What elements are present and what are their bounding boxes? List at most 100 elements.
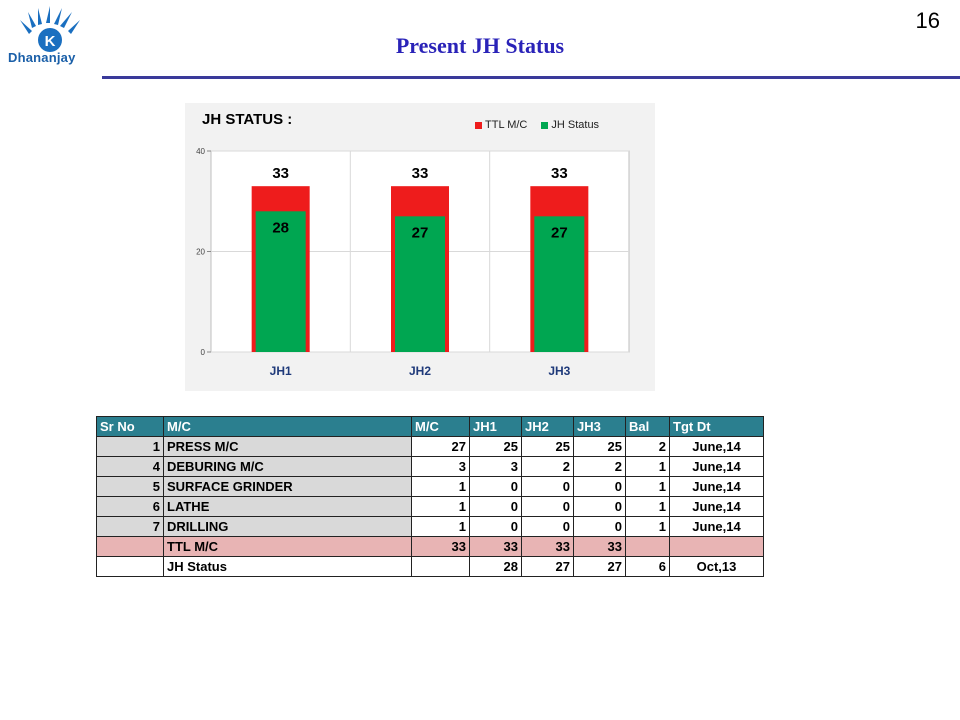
legend-item-ttl: TTL M/C <box>475 119 527 131</box>
row-jh3: 0 <box>573 476 626 497</box>
row-jh1: 0 <box>469 476 522 497</box>
data-label-ttl: 33 <box>272 165 289 182</box>
status-sr <box>96 556 164 577</box>
bar-jh-jh3 <box>534 216 585 352</box>
legend-swatch-ttl <box>475 121 482 129</box>
ttl-jh3: 33 <box>573 536 626 557</box>
row-jh1: 0 <box>469 496 522 517</box>
row-sr: 4 <box>96 456 164 477</box>
row-jh2: 25 <box>521 436 574 457</box>
data-label-ttl: 33 <box>551 165 568 182</box>
header-jh1: JH1 <box>469 416 522 437</box>
row-tgt: June,14 <box>669 456 764 477</box>
row-jh1: 0 <box>469 516 522 537</box>
chart-panel: JH STATUS : TTL M/C JH Status 0 20 40 33 28 J… <box>185 103 655 391</box>
ttl-mc-count: 33 <box>411 536 470 557</box>
chart-legend: TTL M/C JH Status <box>475 119 599 131</box>
header-jh2: JH2 <box>521 416 574 437</box>
row-mc-count: 1 <box>411 496 470 517</box>
data-label-jh: 27 <box>412 224 429 241</box>
row-mc-count: 1 <box>411 476 470 497</box>
title-divider <box>102 76 960 79</box>
row-bal: 1 <box>625 476 670 497</box>
ttl-bal <box>625 536 670 557</box>
row-bal: 1 <box>625 456 670 477</box>
table-row: 5 SURFACE GRINDER 1 0 0 0 1 June,14 <box>96 476 764 497</box>
header-tgt-dt: Tgt Dt <box>669 416 764 437</box>
row-mc: DEBURING M/C <box>163 456 412 477</box>
row-tgt: June,14 <box>669 476 764 497</box>
row-sr: 6 <box>96 496 164 517</box>
jh-status-row: JH Status 28 27 27 6 Oct,13 <box>96 556 764 577</box>
bar-jh-jh2 <box>395 216 445 352</box>
ttl-sr <box>96 536 164 557</box>
status-label: JH Status <box>163 556 412 577</box>
company-logo: K <box>20 6 80 52</box>
row-jh2: 0 <box>521 516 574 537</box>
row-mc: SURFACE GRINDER <box>163 476 412 497</box>
x-tick-label: JH3 <box>548 364 570 378</box>
logo-text: Dhananjay <box>8 50 76 65</box>
bar-jh-jh1 <box>255 211 306 352</box>
y-tick-label: 40 <box>196 147 205 156</box>
svg-text:K: K <box>45 33 56 50</box>
status-jh2: 27 <box>521 556 574 577</box>
ttl-jh1: 33 <box>469 536 522 557</box>
y-tick-label: 0 <box>201 348 206 357</box>
header-mc: M/C <box>163 416 412 437</box>
status-mc-count <box>411 556 470 577</box>
header-jh3: JH3 <box>573 416 626 437</box>
row-tgt: June,14 <box>669 436 764 457</box>
legend-label-jh: JH Status <box>551 119 600 131</box>
row-jh1: 3 <box>469 456 522 477</box>
y-tick-label: 20 <box>196 248 205 257</box>
header-bal: Bal <box>625 416 670 437</box>
chart-title: JH STATUS : <box>202 111 293 128</box>
row-bal: 1 <box>625 496 670 517</box>
row-jh2: 0 <box>521 476 574 497</box>
x-tick-label: JH1 <box>270 364 292 378</box>
status-bal: 6 <box>625 556 670 577</box>
table-row: 1 PRESS M/C 27 25 25 25 2 June,14 <box>96 436 764 457</box>
ttl-label: TTL M/C <box>163 536 412 557</box>
row-sr: 1 <box>96 436 164 457</box>
data-label-jh: 27 <box>551 224 568 241</box>
status-jh3: 27 <box>573 556 626 577</box>
ttl-row: TTL M/C 33 33 33 33 <box>96 536 764 557</box>
table-row: 4 DEBURING M/C 3 3 2 2 1 June,14 <box>96 456 764 477</box>
status-jh1: 28 <box>469 556 522 577</box>
row-mc-count: 1 <box>411 516 470 537</box>
row-jh2: 0 <box>521 496 574 517</box>
row-tgt: June,14 <box>669 516 764 537</box>
row-mc: DRILLING <box>163 516 412 537</box>
row-bal: 2 <box>625 436 670 457</box>
row-mc: LATHE <box>163 496 412 517</box>
table-row: 7 DRILLING 1 0 0 0 1 June,14 <box>96 516 764 537</box>
table-header-row: Sr No M/C M/C JH1 JH2 JH3 Bal Tgt Dt <box>96 416 764 437</box>
row-mc-count: 3 <box>411 456 470 477</box>
row-jh3: 25 <box>573 436 626 457</box>
header-mc-count: M/C <box>411 416 470 437</box>
row-jh3: 2 <box>573 456 626 477</box>
row-mc-count: 27 <box>411 436 470 457</box>
ttl-tgt <box>669 536 764 557</box>
row-sr: 7 <box>96 516 164 537</box>
table-row: 6 LATHE 1 0 0 0 1 June,14 <box>96 496 764 517</box>
row-jh3: 0 <box>573 496 626 517</box>
header-sr-no: Sr No <box>96 416 164 437</box>
row-bal: 1 <box>625 516 670 537</box>
bar-chart: 0 20 40 33 28 JH1 33 27 JH2 33 27 JH3 <box>196 147 630 378</box>
row-mc: PRESS M/C <box>163 436 412 457</box>
row-jh3: 0 <box>573 516 626 537</box>
row-sr: 5 <box>96 476 164 497</box>
row-jh2: 2 <box>521 456 574 477</box>
legend-item-jh: JH Status <box>541 119 599 131</box>
x-tick-label: JH2 <box>409 364 431 378</box>
ttl-jh2: 33 <box>521 536 574 557</box>
legend-swatch-jh <box>541 121 549 129</box>
row-jh1: 25 <box>469 436 522 457</box>
page-number: 16 <box>915 8 940 33</box>
legend-label-ttl: TTL M/C <box>485 119 528 131</box>
data-label-jh: 28 <box>272 219 289 236</box>
status-table: Sr No M/C M/C JH1 JH2 JH3 Bal Tgt Dt 1 PR… <box>96 416 764 577</box>
